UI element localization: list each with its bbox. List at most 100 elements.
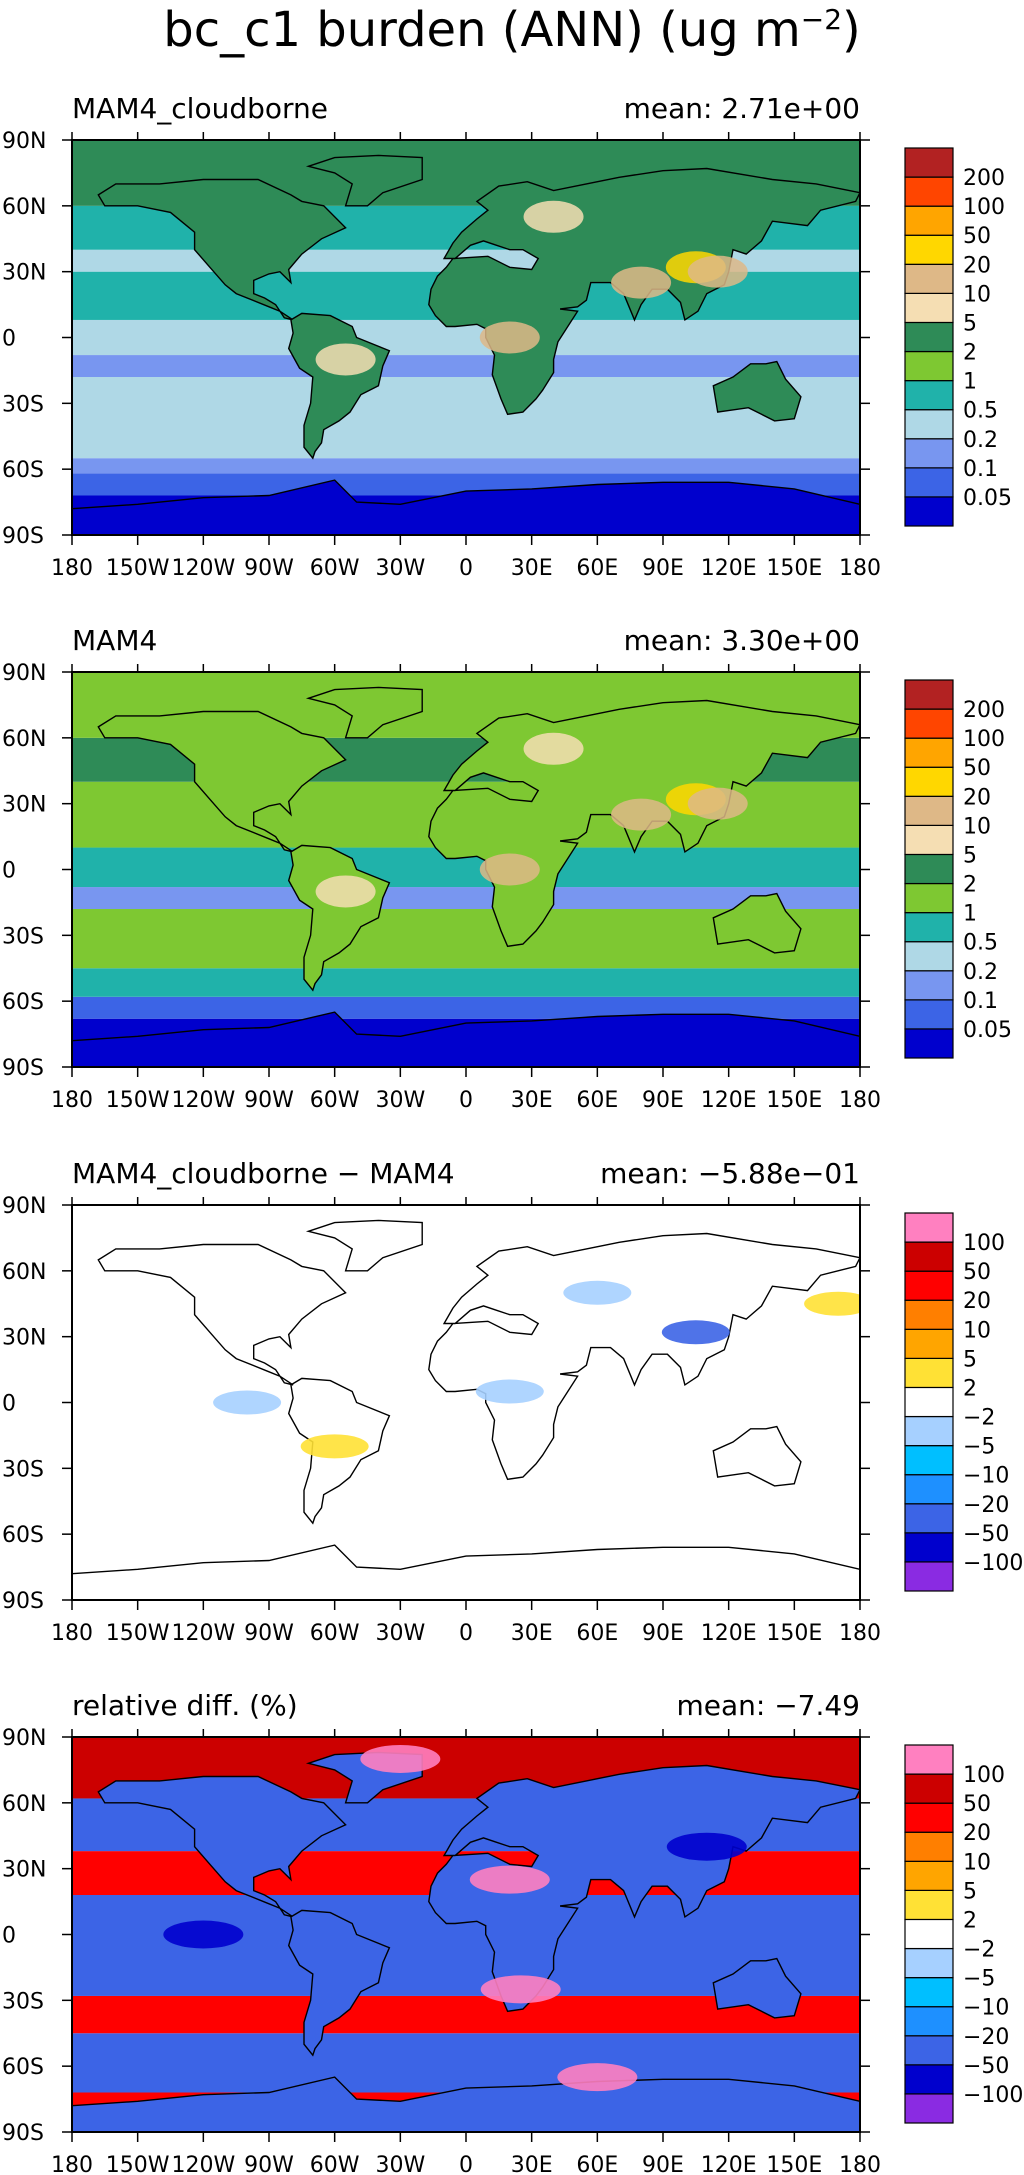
x-tick-label: 90W (244, 1621, 294, 1646)
colorbar-swatch (904, 1386, 954, 1418)
x-tick-label: 120W (171, 1088, 235, 1113)
x-tick-label: 180 (839, 2153, 881, 2175)
x-tick-label: 180 (51, 1088, 93, 1113)
map-panel-2: MAM4 mean: 3.30e+00 180 150W 120W 90W 60W 30W 0 3… (2, 624, 1012, 1113)
x-tick-label: 0 (459, 556, 473, 581)
x-tick-label: 0 (459, 1088, 473, 1113)
colorbar-label: −5 (963, 1435, 995, 1460)
colorbar-label: 0.1 (963, 457, 998, 482)
panel-title: MAM4_cloudborne − MAM4 (72, 1157, 455, 1190)
colorbar-label: 20 (963, 253, 991, 278)
colorbar-swatch (904, 1802, 954, 1833)
colorbar-label: 10 (963, 1850, 991, 1875)
x-tick-label: 60W (310, 556, 360, 581)
colorbar-label: 0.5 (963, 931, 998, 956)
hotspot (479, 853, 540, 886)
x-tick-label: 120E (701, 556, 757, 581)
colorbar-label: 50 (963, 756, 991, 781)
y-tick-label: 30S (2, 1457, 44, 1482)
y-tick-label: 90N (2, 661, 46, 686)
y-tick-label: 60S (2, 458, 44, 483)
x-tick-label: 0 (459, 1621, 473, 1646)
anomaly-patch (666, 1832, 747, 1861)
colorbar-swatch (904, 263, 954, 294)
x-tick-label: 60E (576, 2153, 618, 2175)
colorbar-swatch (904, 795, 954, 826)
north-america-outline (97, 710, 347, 853)
y-tick-label: 90N (2, 1194, 46, 1219)
anomaly-patch (360, 1744, 441, 1773)
antarctica-outline (72, 1544, 860, 1600)
colorbar-label: 50 (963, 1260, 991, 1285)
title-suffix: ) (842, 2, 861, 58)
north-america-outline (97, 1243, 347, 1386)
hotspot (523, 732, 584, 765)
colorbar-label: 5 (963, 1347, 977, 1372)
colorbar-label: −100 (963, 1551, 1023, 1576)
colorbar-swatch (904, 1503, 954, 1534)
colorbar-swatch (904, 1977, 954, 2008)
x-tick-label: 150E (766, 556, 822, 581)
australia-outline (712, 360, 802, 422)
colorbar-swatch (904, 1532, 954, 1563)
colorbar-label: 1 (963, 370, 977, 395)
y-tick-label: 60S (2, 2055, 44, 2080)
colorbar-swatch (904, 1831, 954, 1862)
hotspot (611, 266, 672, 299)
colorbar-swatch (904, 1270, 954, 1301)
y-tick-label: 60S (2, 990, 44, 1015)
x-tick-label: 150W (106, 1088, 170, 1113)
colorbar-label: −2 (963, 1938, 995, 1963)
colorbar-label: 20 (963, 1289, 991, 1314)
anomaly-patch (300, 1434, 369, 1459)
latitude-band (72, 458, 860, 474)
colorbar-swatch (904, 2035, 954, 2066)
title-prefix: bc_c1 burden (ANN) (ug m (163, 2, 801, 58)
y-tick-label: 90S (2, 2121, 44, 2146)
colorbar-label: 2 (963, 341, 977, 366)
colorbar-swatch (904, 409, 954, 440)
anomaly-patch (469, 1865, 550, 1894)
x-tick-label: 30W (375, 2153, 425, 2175)
colorbar-swatch (904, 1474, 954, 1505)
x-tick-label: 150E (766, 1088, 822, 1113)
contour-field (72, 672, 860, 1067)
colorbar-swatch (904, 853, 954, 885)
x-tick-label: 30E (511, 556, 553, 581)
colorbar-label: 20 (963, 1821, 991, 1846)
colorbar-swatch (904, 2064, 954, 2095)
colorbar-swatch (904, 1028, 954, 1059)
colorbar-label: 200 (963, 166, 1005, 191)
colorbar-label: 20 (963, 785, 991, 810)
x-tick-label: 30E (511, 2153, 553, 2175)
panel-title: relative diff. (%) (72, 1689, 298, 1722)
eurasia-africa-outline (428, 1232, 860, 1481)
colorbar-swatch (904, 467, 954, 498)
x-tick-label: 120E (701, 1621, 757, 1646)
colorbar-swatch (904, 292, 954, 324)
colorbar-label: −20 (963, 2025, 1009, 2050)
x-tick-label: 120E (701, 2153, 757, 2175)
colorbar-label: 2 (963, 1908, 977, 1933)
panel-mean: mean: −5.88e−01 (600, 1157, 860, 1190)
greenland-outline (305, 686, 423, 739)
panel-title: MAM4_cloudborne (72, 92, 328, 125)
x-tick-label: 30E (511, 1088, 553, 1113)
anomaly-patch (661, 1320, 730, 1345)
hotspot (611, 798, 672, 831)
colorbar-swatch (904, 1561, 954, 1592)
colorbar-swatch (904, 176, 954, 207)
colorbar-swatch (904, 1299, 954, 1330)
x-tick-label: 90E (642, 2153, 684, 2175)
y-tick-label: 90N (2, 1726, 46, 1751)
y-tick-label: 90S (2, 524, 44, 549)
y-tick-label: 0 (2, 1924, 16, 1949)
y-tick-label: 30S (2, 924, 44, 949)
x-tick-label: 30W (375, 556, 425, 581)
x-tick-label: 180 (51, 1621, 93, 1646)
colorbar-swatch (904, 882, 954, 914)
colorbar-swatch (904, 2006, 954, 2037)
colorbar-label: 0.5 (963, 399, 998, 424)
colorbar-label: 200 (963, 698, 1005, 723)
